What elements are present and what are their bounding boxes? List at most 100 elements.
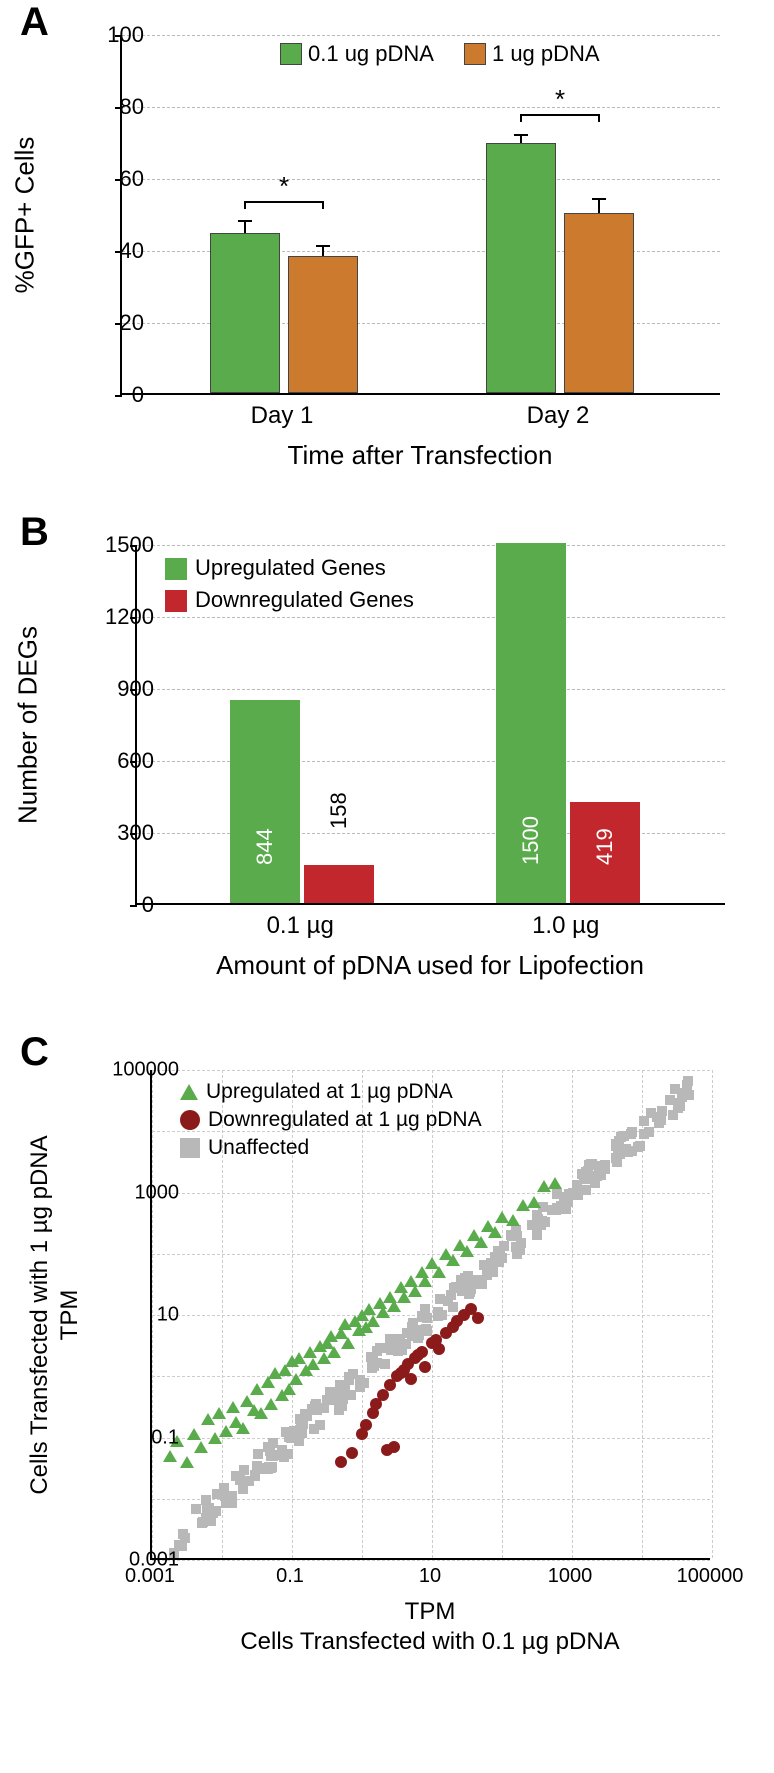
scatter-point-downregulated (346, 1447, 358, 1459)
scatter-point-upregulated (163, 1450, 177, 1462)
scatter-point-downregulated (388, 1441, 400, 1453)
panel-a-bar (564, 213, 634, 393)
scatter-point-upregulated (506, 1214, 520, 1226)
scatter-point-unaffected (682, 1080, 692, 1090)
scatter-point-unaffected (264, 1462, 274, 1472)
panel-a-bar (210, 233, 280, 393)
scatter-point-upregulated (236, 1422, 250, 1434)
scatter-point-unaffected (534, 1219, 544, 1229)
panel-a-legend: 0.1 ug pDNA1 ug pDNA (280, 40, 630, 67)
scatter-point-unaffected (283, 1449, 293, 1459)
panel-a-plot-area: ** (120, 35, 720, 395)
panel-a-ytick: 20 (94, 310, 144, 336)
panel-b-bar-chart: B Number of DEGs 8441500158419 Amount of… (20, 520, 754, 1020)
scatter-point-upregulated (180, 1456, 194, 1468)
scatter-point-unaffected (202, 1505, 212, 1515)
scatter-point-unaffected (512, 1231, 522, 1241)
scatter-point-unaffected (211, 1506, 221, 1516)
scatter-point-unaffected (487, 1262, 497, 1272)
scatter-point-unaffected (572, 1180, 582, 1190)
scatter-point-unaffected (433, 1311, 443, 1321)
scatter-point-upregulated (418, 1275, 432, 1287)
scatter-point-upregulated (432, 1266, 446, 1278)
scatter-point-unaffected (583, 1168, 593, 1178)
scatter-point-downregulated (360, 1419, 372, 1431)
scatter-point-unaffected (449, 1283, 459, 1293)
panel-c-ytick: 1000 (99, 1181, 179, 1204)
scatter-point-unaffected (385, 1334, 395, 1344)
scatter-point-unaffected (684, 1090, 694, 1100)
scatter-point-unaffected (297, 1428, 307, 1438)
scatter-point-unaffected (239, 1465, 249, 1475)
significance-marker: * (279, 171, 289, 202)
panel-b-bar (304, 865, 374, 903)
scatter-point-downregulated (472, 1312, 484, 1324)
significance-marker: * (555, 84, 565, 115)
scatter-point-unaffected (238, 1484, 248, 1494)
panel-a-ytick: 40 (94, 238, 144, 264)
scatter-point-unaffected (346, 1390, 356, 1400)
panel-b-ytick: 900 (94, 676, 154, 702)
panel-b-label: B (20, 510, 49, 555)
scatter-point-unaffected (559, 1192, 569, 1202)
panel-b-ytick: 1200 (94, 604, 154, 630)
panel-c-ytick: 0.001 (99, 1549, 179, 1572)
scatter-point-unaffected (295, 1414, 305, 1424)
scatter-point-unaffected (552, 1203, 562, 1213)
scatter-point-unaffected (337, 1401, 347, 1411)
panel-a-bar-chart: A %GFP+ Cells ** Time after Transfection… (20, 10, 754, 490)
scatter-point-upregulated (226, 1401, 240, 1413)
scatter-point-unaffected (397, 1345, 407, 1355)
panel-a-xtick: Day 1 (251, 402, 314, 430)
scatter-point-unaffected (197, 1518, 207, 1528)
scatter-point-unaffected (493, 1246, 503, 1256)
scatter-point-downregulated (433, 1343, 445, 1355)
scatter-point-unaffected (312, 1405, 322, 1415)
scatter-point-unaffected (654, 1118, 664, 1128)
scatter-point-unaffected (368, 1355, 378, 1365)
panel-b-bar-value: 158 (326, 792, 352, 829)
panel-c-xtick: 1000 (548, 1565, 593, 1588)
scatter-point-upregulated (187, 1428, 201, 1440)
scatter-point-unaffected (616, 1132, 626, 1142)
scatter-point-downregulated (405, 1373, 417, 1385)
panel-b-xtick: 1.0 µg (532, 912, 599, 940)
scatter-point-unaffected (226, 1494, 236, 1504)
scatter-point-upregulated (488, 1226, 502, 1238)
panel-b-xtick: 0.1 µg (267, 912, 334, 940)
panel-a-bar (288, 256, 358, 393)
panel-b-xlabel: Amount of pDNA used for Lipofection (135, 950, 725, 981)
scatter-point-unaffected (273, 1450, 283, 1460)
panel-a-ytick: 100 (94, 22, 144, 48)
scatter-point-unaffected (340, 1380, 350, 1390)
scatter-point-upregulated (446, 1254, 460, 1266)
panel-b-ytick: 0 (94, 892, 154, 918)
panel-c-scatter: C Cells Transfected with 1 µg pDNA TPM T… (20, 1050, 754, 1690)
scatter-point-downregulated (335, 1456, 347, 1468)
scatter-point-unaffected (595, 1163, 605, 1173)
scatter-point-unaffected (256, 1463, 266, 1473)
scatter-point-unaffected (511, 1242, 521, 1252)
panel-c-label: C (20, 1030, 49, 1075)
panel-c-xlabel-1: TPM (150, 1598, 710, 1626)
scatter-point-unaffected (191, 1504, 201, 1514)
scatter-point-unaffected (417, 1311, 427, 1321)
scatter-point-upregulated (341, 1337, 355, 1349)
panel-b-ytick: 600 (94, 748, 154, 774)
scatter-point-unaffected (448, 1302, 458, 1312)
panel-a-xtick: Day 2 (527, 402, 590, 430)
scatter-point-downregulated (416, 1346, 428, 1358)
panel-b-ytick: 1500 (94, 532, 154, 558)
panel-c-ytick: 100000 (99, 1059, 179, 1082)
scatter-point-unaffected (375, 1343, 385, 1353)
scatter-point-upregulated (212, 1407, 226, 1419)
scatter-point-unaffected (325, 1387, 335, 1397)
scatter-point-unaffected (413, 1333, 423, 1343)
panel-b-ylabel: Number of DEGs (13, 626, 44, 824)
panel-c-ytick: 0.1 (99, 1426, 179, 1449)
panel-c-xtick: 100000 (677, 1565, 744, 1588)
panel-c-ytick: 10 (99, 1304, 179, 1327)
panel-b-bar-value: 419 (592, 828, 618, 865)
scatter-point-unaffected (355, 1375, 365, 1385)
panel-a-xlabel: Time after Transfection (120, 440, 720, 471)
